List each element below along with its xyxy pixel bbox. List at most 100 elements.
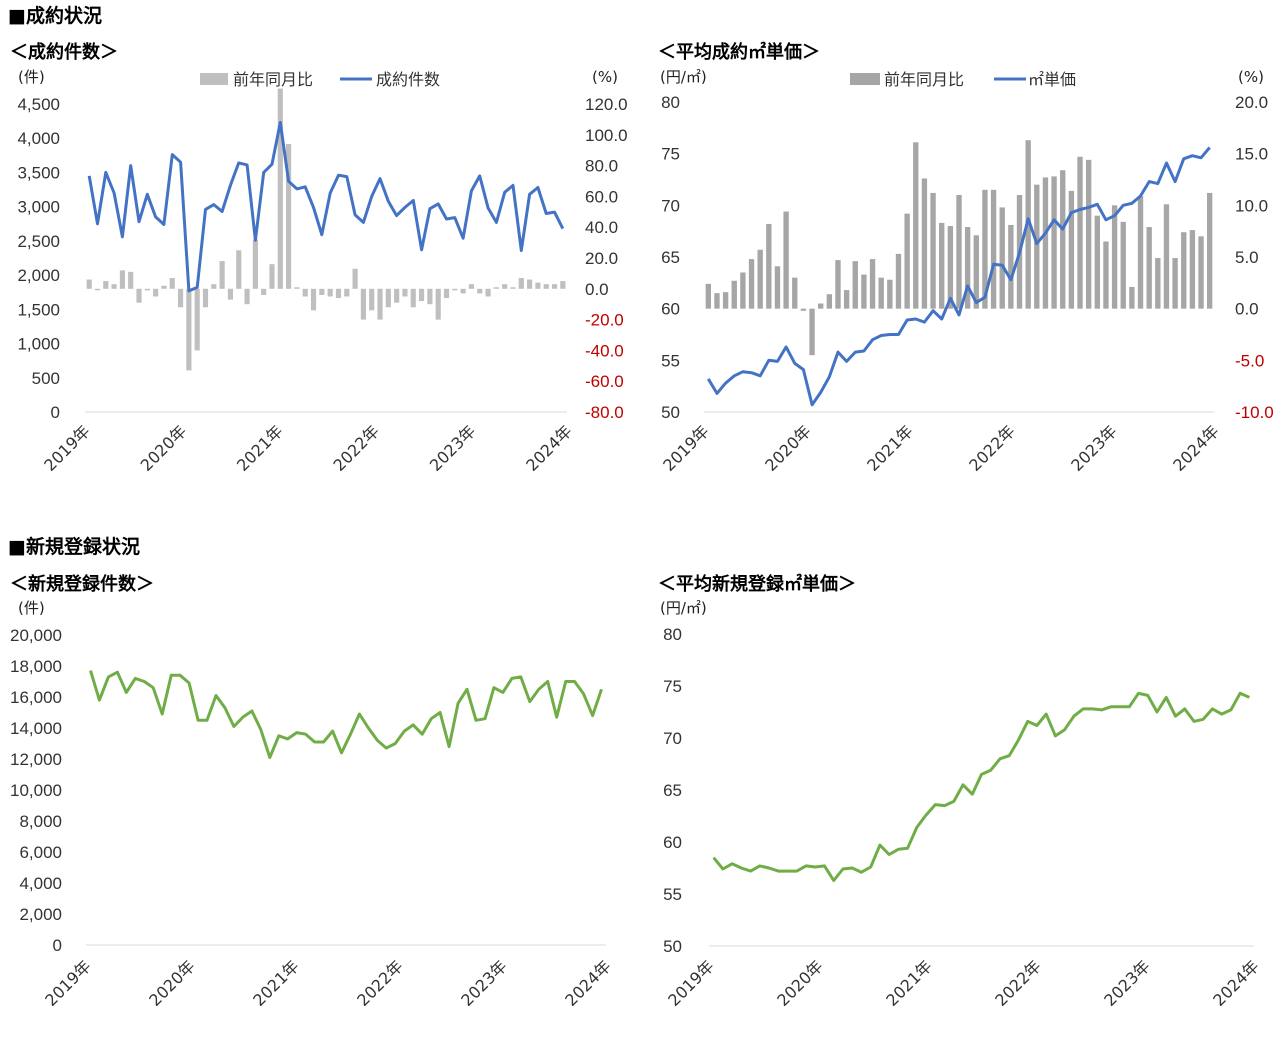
right-tick-label: -60.0 [585,372,624,391]
bar-yoy [194,288,200,351]
left-tick-label: 18,000 [10,657,62,676]
bar-yoy [1085,159,1092,309]
x-tick-label: 2020年 [773,956,827,1010]
bar-yoy [460,288,466,294]
bar-yoy [344,288,350,297]
left-tick-label: 75 [661,145,680,164]
left-tick-label: 65 [661,248,680,267]
left-tick-label: 0 [53,936,62,955]
left-tick-label: 6,000 [19,843,62,862]
bar-yoy [161,285,167,289]
left-tick-label: 12,000 [10,750,62,769]
bar-yoy [535,282,541,289]
right-axis-unit: (%) [592,68,618,86]
bar-yoy [277,88,283,289]
chart-title: ＜平均新規登録㎡単価＞ [658,573,856,595]
legend-label-bar: 前年同月比 [233,70,313,89]
bar-yoy [402,288,408,297]
bar-yoy [153,288,159,297]
bar-yoy [1129,286,1135,309]
bar-yoy [809,308,815,356]
x-tick-label: 2023年 [457,956,511,1010]
x-tick-label: 2024年 [522,421,576,475]
bar-yoy [818,303,824,309]
bar-yoy [211,284,217,289]
left-tick-label: 2,000 [19,905,62,924]
x-tick-label: 2022年 [991,956,1045,1010]
bar-yoy [560,281,566,289]
bar-yoy [722,292,729,309]
bar-yoy [783,211,789,309]
bar-yoy [1163,204,1170,309]
right-tick-label: 20.0 [1235,93,1268,112]
bar-yoy [410,288,416,308]
left-tick-label: 500 [32,369,60,388]
right-tick-label: 120.0 [585,95,628,114]
right-tick-label: 10.0 [1235,196,1268,215]
left-tick-label: 60 [661,300,680,319]
right-tick-label: 80.0 [585,157,618,176]
x-tick-label: 2024年 [1169,421,1223,475]
line-series [87,121,565,293]
x-tick-label: 2021年 [863,421,917,475]
chart-contract-unit-price: ＜平均成約㎡単価＞ (円/㎡) (%) 前年同月比 ㎡単価 80 75 70 65 60… [658,41,1274,475]
right-tick-label: 15.0 [1235,145,1268,164]
bar-yoy [502,284,508,289]
bar-yoy [1181,232,1187,309]
bar-yoy [1198,236,1204,309]
bar-yoy [705,283,712,309]
bar-yoy [510,287,516,289]
x-tick-label: 2019年 [40,421,94,475]
chart-title: ＜平均成約㎡単価＞ [658,41,820,63]
left-tick-label: 20,000 [10,626,62,645]
bar-yoy [731,280,737,309]
bar-yoy [418,288,425,302]
bar-yoy [956,195,962,309]
left-tick-label: 80 [663,625,682,644]
left-tick-label: 55 [661,351,680,370]
bar-yoy [1077,156,1083,309]
left-axis-unit: (件) [18,599,45,617]
left-tick-label: 70 [663,729,682,748]
left-tick-label: 0 [51,403,60,422]
bar-yoy [169,278,175,289]
right-tick-label: 40.0 [585,218,618,237]
bar-yoy [443,288,450,299]
bar-yoy [435,288,441,320]
bar-yoy [1155,258,1161,309]
bar-yoy [843,290,850,309]
bar-yoy [1042,177,1049,309]
bar-yoy [757,249,763,309]
bar-yoy [377,288,383,320]
bar-yoy [518,278,524,289]
left-tick-label: 4,000 [17,129,60,148]
bar-yoy [319,288,325,295]
legend-label-line: 成約件数 [376,70,440,89]
bar-yoy [369,288,375,311]
right-tick-label: -10.0 [1235,403,1274,422]
x-tick-label: 2024年 [561,956,615,1010]
line-series [89,670,603,759]
bar-yoy [227,288,234,300]
section-title-new-listing: ■新規登録状況 [8,535,140,558]
bar-yoy [878,277,884,309]
bar-yoy [1034,184,1040,309]
bar-yoy [835,260,841,309]
bar-yoy [261,288,267,295]
x-tick-label: 2021年 [233,421,287,475]
legend-label-line: ㎡単価 [1028,70,1076,89]
bar-yoy [94,288,101,291]
chart-new-listing-count: ＜新規登録件数＞ (件) 20,000 18,000 16,000 14,000 12,… [10,573,615,1010]
left-tick-label: 75 [663,677,682,696]
bar-yoy [999,207,1005,309]
bar-yoy [236,250,242,289]
bar-yoy [766,223,772,309]
bar-yoy [861,274,867,309]
right-tick-label: -5.0 [1235,351,1264,370]
left-tick-label: 55 [663,885,682,904]
bar-yoy [714,293,720,309]
right-tick-label: 60.0 [585,187,618,206]
left-axis-unit: (件) [18,68,45,86]
bar-yoy [1206,192,1213,309]
left-tick-label: 1,500 [17,300,60,319]
